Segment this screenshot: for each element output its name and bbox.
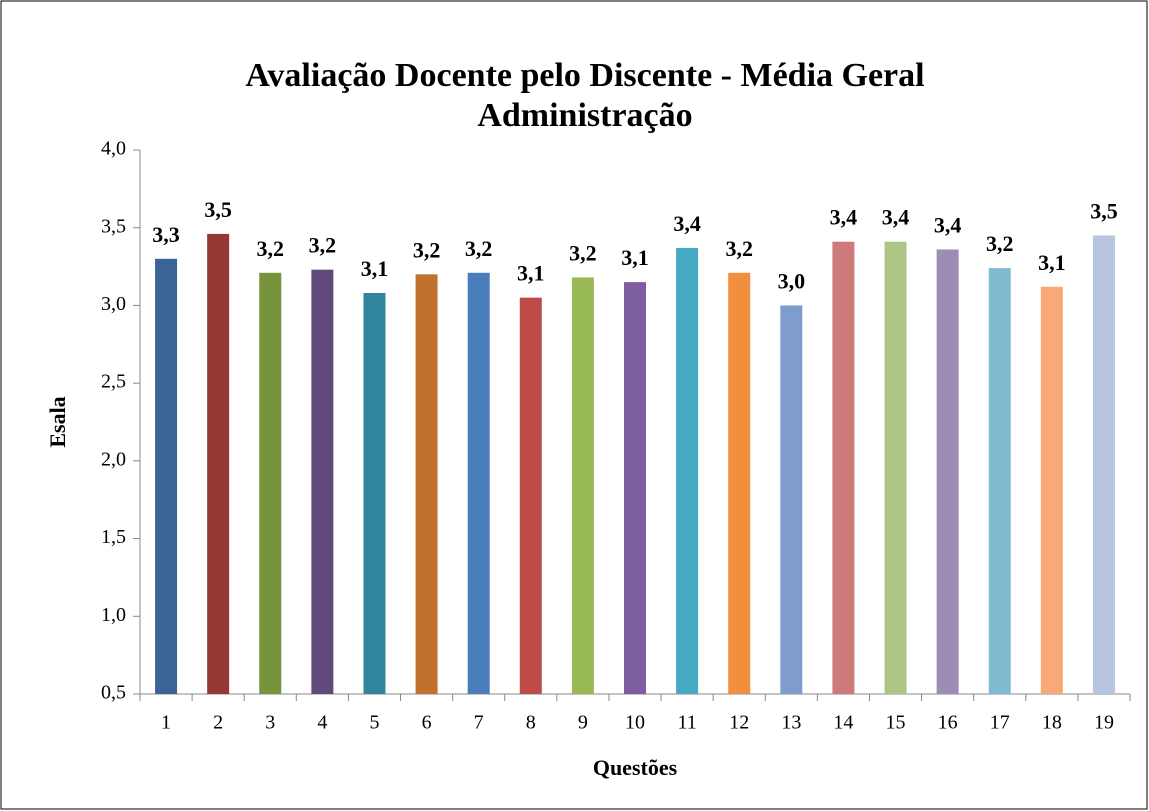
bar xyxy=(207,233,230,694)
x-tick-label: 14 xyxy=(833,712,853,734)
y-axis-label: Esala xyxy=(45,396,70,447)
x-tick-label: 5 xyxy=(369,712,379,734)
bar xyxy=(728,272,751,694)
x-axis-label: Questões xyxy=(593,755,678,780)
bar xyxy=(832,241,855,694)
bar xyxy=(467,272,490,694)
x-tick-label: 15 xyxy=(886,712,906,734)
y-tick-label: 1,0 xyxy=(101,604,126,626)
x-tick-label: 8 xyxy=(526,712,536,734)
y-tick-label: 4,0 xyxy=(101,138,126,160)
x-tick-label: 4 xyxy=(317,712,327,734)
bar xyxy=(259,272,282,694)
bar xyxy=(780,305,803,694)
data-label: 3,5 xyxy=(204,197,232,222)
x-tick-label: 1 xyxy=(161,712,171,734)
bar xyxy=(363,292,386,694)
data-label: 3,2 xyxy=(986,231,1014,256)
bar xyxy=(519,297,542,694)
data-label: 3,2 xyxy=(725,236,753,261)
x-tick-label: 3 xyxy=(265,712,275,734)
x-tick-label: 11 xyxy=(677,712,696,734)
y-tick-label: 0,5 xyxy=(101,682,126,704)
chart-subtitle: Administração xyxy=(477,97,692,134)
x-tick-label: 18 xyxy=(1042,712,1062,734)
x-tick-label: 13 xyxy=(781,712,801,734)
x-tick-label: 19 xyxy=(1094,712,1114,734)
bar xyxy=(571,277,594,694)
bar xyxy=(1092,235,1115,694)
y-tick-label: 3,5 xyxy=(101,215,126,237)
data-label: 3,2 xyxy=(413,237,441,262)
x-tick-label: 6 xyxy=(422,712,432,734)
data-label: 3,2 xyxy=(257,236,285,261)
bar xyxy=(624,282,646,694)
y-tick-label: 3,0 xyxy=(101,293,126,315)
bar xyxy=(988,268,1011,694)
data-label: 3,1 xyxy=(1038,250,1066,275)
bar xyxy=(676,247,699,695)
x-tick-label: 12 xyxy=(729,712,749,734)
bar xyxy=(155,258,178,694)
chart-title: Avaliação Docente pelo Discente - Média … xyxy=(245,57,924,94)
x-tick-label: 7 xyxy=(474,712,484,734)
y-tick-label: 2,0 xyxy=(101,448,126,470)
bar xyxy=(936,249,959,694)
data-label: 3,2 xyxy=(465,236,493,261)
data-label: 3,4 xyxy=(934,213,962,238)
bar xyxy=(415,274,438,694)
x-tick-label: 16 xyxy=(938,712,958,734)
data-label: 3,4 xyxy=(882,205,910,230)
x-tick-label: 17 xyxy=(990,712,1010,734)
data-label: 3,1 xyxy=(621,245,649,270)
x-tick-label: 10 xyxy=(625,712,645,734)
data-label: 3,0 xyxy=(778,268,806,293)
data-label: 3,5 xyxy=(1090,199,1118,224)
bar xyxy=(311,269,334,694)
data-label: 3,4 xyxy=(673,211,701,236)
x-tick-label: 9 xyxy=(578,712,588,734)
data-label: 3,4 xyxy=(830,205,858,230)
bar xyxy=(884,241,907,694)
data-label: 3,1 xyxy=(361,256,389,281)
data-label: 3,2 xyxy=(309,233,337,258)
data-label: 3,2 xyxy=(569,240,597,265)
data-label: 3,3 xyxy=(152,222,180,247)
x-tick-label: 2 xyxy=(213,712,223,734)
y-tick-label: 1,5 xyxy=(101,526,126,548)
data-label: 3,1 xyxy=(517,261,545,286)
bar xyxy=(1040,286,1063,694)
y-tick-label: 2,5 xyxy=(101,371,126,393)
